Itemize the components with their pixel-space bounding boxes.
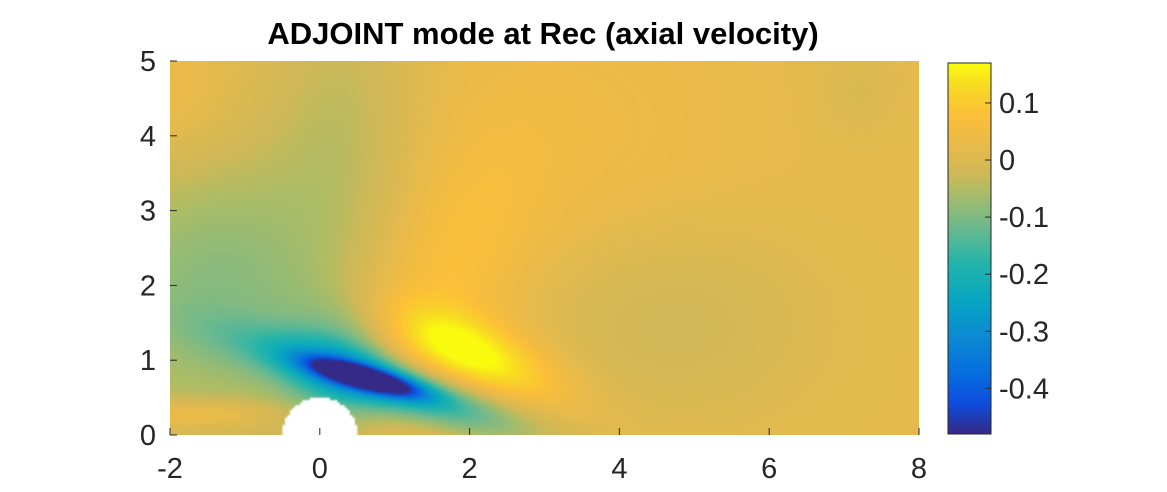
x-tick-label: 8 <box>911 453 927 485</box>
x-tick-label: 4 <box>611 453 627 485</box>
x-tick-label: 2 <box>462 453 478 485</box>
colorbar-ticks: 0.1 0 -0.1 -0.2 -0.3 -0.4 <box>985 88 1049 405</box>
colorbar: 0.1 0 -0.1 -0.2 -0.3 -0.4 <box>947 62 1049 435</box>
x-tick-label: 0 <box>312 453 328 485</box>
y-tick-label: 5 <box>140 46 156 78</box>
y-tick-label: 0 <box>140 420 156 452</box>
y-tick-label: 1 <box>140 345 156 377</box>
y-axis: 0 1 2 3 4 5 <box>140 46 177 452</box>
x-tick-label: 6 <box>761 453 777 485</box>
x-axis: -2 0 2 4 6 8 <box>157 428 927 485</box>
y-tick-label: 3 <box>140 196 156 228</box>
colorbar-tick-label: 0 <box>999 145 1015 177</box>
chart-title: ADJOINT mode at Rec (axial velocity) <box>267 16 818 51</box>
colorbar-tick-label: -0.2 <box>999 259 1049 291</box>
y-tick-label: 4 <box>140 121 156 153</box>
y-tick-label: 2 <box>140 270 156 302</box>
colorbar-tick-label: 0.1 <box>999 88 1039 120</box>
heatmap-image <box>170 61 919 435</box>
plot-area <box>170 61 919 435</box>
colorbar-tick-label: -0.3 <box>999 316 1049 348</box>
colorbar-tick-label: -0.4 <box>999 373 1049 405</box>
colorbar-tick-label: -0.1 <box>999 202 1049 234</box>
x-tick-label: -2 <box>157 453 183 485</box>
colorbar-frame <box>947 62 992 435</box>
colorbar-gradient <box>948 63 991 434</box>
